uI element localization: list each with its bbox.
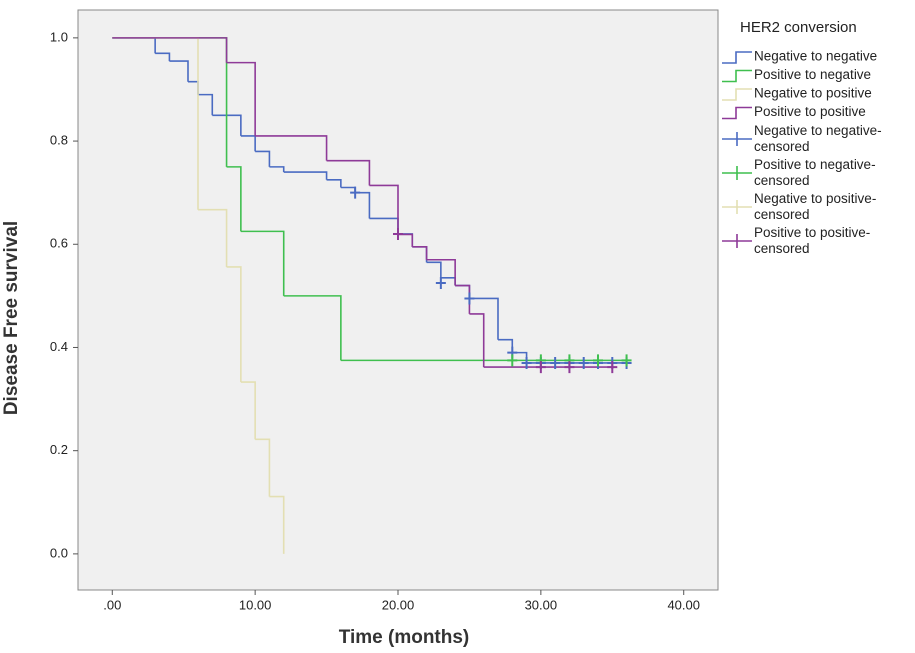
legend-label-line: Negative to negative- bbox=[754, 123, 882, 138]
survival-step bbox=[255, 150, 271, 167]
censor-mark bbox=[578, 356, 589, 369]
legend-label-line: Positive to positive- bbox=[754, 225, 870, 240]
y-tick-label: 0.6 bbox=[50, 236, 68, 251]
legend-label-line: censored bbox=[754, 207, 810, 222]
censor-mark bbox=[507, 354, 518, 367]
legend-swatch bbox=[722, 106, 752, 120]
legend-swatch bbox=[722, 88, 752, 101]
survival-step bbox=[269, 166, 285, 173]
x-tick-label: 10.00 bbox=[239, 597, 272, 612]
censor-mark bbox=[607, 361, 618, 374]
x-tick-label: 40.00 bbox=[667, 597, 700, 612]
survival-step bbox=[469, 297, 499, 340]
legend-label-line: censored bbox=[754, 173, 810, 188]
legend-label: Positive to positive-censored bbox=[754, 225, 870, 256]
y-tick-label: 0.4 bbox=[50, 339, 68, 354]
legend-swatch bbox=[722, 200, 752, 214]
survival-step bbox=[283, 171, 328, 180]
survival-step bbox=[326, 178, 342, 188]
censor-mark bbox=[564, 361, 575, 374]
survival-step bbox=[269, 495, 285, 554]
survival-step bbox=[369, 184, 399, 235]
survival-step bbox=[455, 284, 471, 314]
survival-step bbox=[426, 261, 442, 278]
plot-area bbox=[77, 9, 719, 591]
x-tick-label: 20.00 bbox=[382, 597, 415, 612]
survival-step bbox=[469, 313, 485, 368]
legend-label-line: Positive to negative- bbox=[754, 157, 876, 172]
x-axis-title: Time (months) bbox=[339, 627, 470, 648]
legend-swatch bbox=[722, 166, 752, 180]
legend-swatch bbox=[722, 132, 752, 146]
survival-step bbox=[283, 295, 342, 361]
y-tick-label: 0.2 bbox=[50, 442, 68, 457]
survival-step bbox=[198, 208, 228, 267]
legend-label: Negative to negative-censored bbox=[754, 123, 882, 154]
legend-label: Negative to positive bbox=[754, 86, 872, 101]
y-tick-label: 0.0 bbox=[50, 545, 68, 560]
x-tick-label: .00 bbox=[103, 597, 121, 612]
survival-step bbox=[426, 258, 456, 286]
legend-label-line: censored bbox=[754, 241, 810, 256]
legend-label: Negative to positive-censored bbox=[754, 191, 876, 222]
censor-mark bbox=[350, 186, 361, 199]
survival-step bbox=[226, 61, 256, 136]
x-tick-label: 30.00 bbox=[525, 597, 558, 612]
survival-step bbox=[226, 266, 242, 383]
survival-step bbox=[240, 230, 285, 296]
y-tick-label: 0.8 bbox=[50, 133, 68, 148]
legend-swatch bbox=[722, 51, 752, 64]
censor-mark bbox=[621, 354, 632, 367]
survival-step bbox=[326, 159, 371, 186]
survival-step bbox=[112, 37, 228, 63]
legend-label: Positive to negative-censored bbox=[754, 157, 876, 188]
censor-mark bbox=[521, 356, 532, 369]
censor-mark bbox=[435, 276, 446, 289]
legend-label-line: Negative to positive- bbox=[754, 191, 876, 206]
legend-label: Positive to positive bbox=[754, 104, 866, 119]
survival-step bbox=[412, 246, 428, 260]
censor-mark bbox=[550, 356, 561, 369]
survival-step bbox=[240, 381, 256, 440]
survival-step bbox=[155, 52, 171, 62]
censor-mark bbox=[393, 227, 403, 240]
legend-swatch bbox=[722, 69, 752, 83]
legend-label-line: censored bbox=[754, 139, 810, 154]
survival-step bbox=[212, 114, 242, 136]
y-axis-title: Disease Free survival bbox=[1, 221, 22, 415]
legend-title: HER2 conversion bbox=[740, 19, 857, 36]
censor-mark bbox=[464, 292, 475, 305]
survival-step bbox=[255, 438, 271, 497]
censor-mark bbox=[535, 361, 546, 374]
legend-label: Negative to negative bbox=[754, 49, 877, 64]
survival-step bbox=[255, 135, 328, 161]
survival-step bbox=[169, 60, 189, 82]
legend-swatch bbox=[722, 234, 752, 248]
survival-step bbox=[198, 93, 214, 116]
legend-label: Positive to negative bbox=[754, 67, 871, 82]
censor-mark bbox=[593, 354, 603, 367]
y-tick-label: 1.0 bbox=[50, 29, 68, 44]
survival-step bbox=[226, 166, 242, 232]
